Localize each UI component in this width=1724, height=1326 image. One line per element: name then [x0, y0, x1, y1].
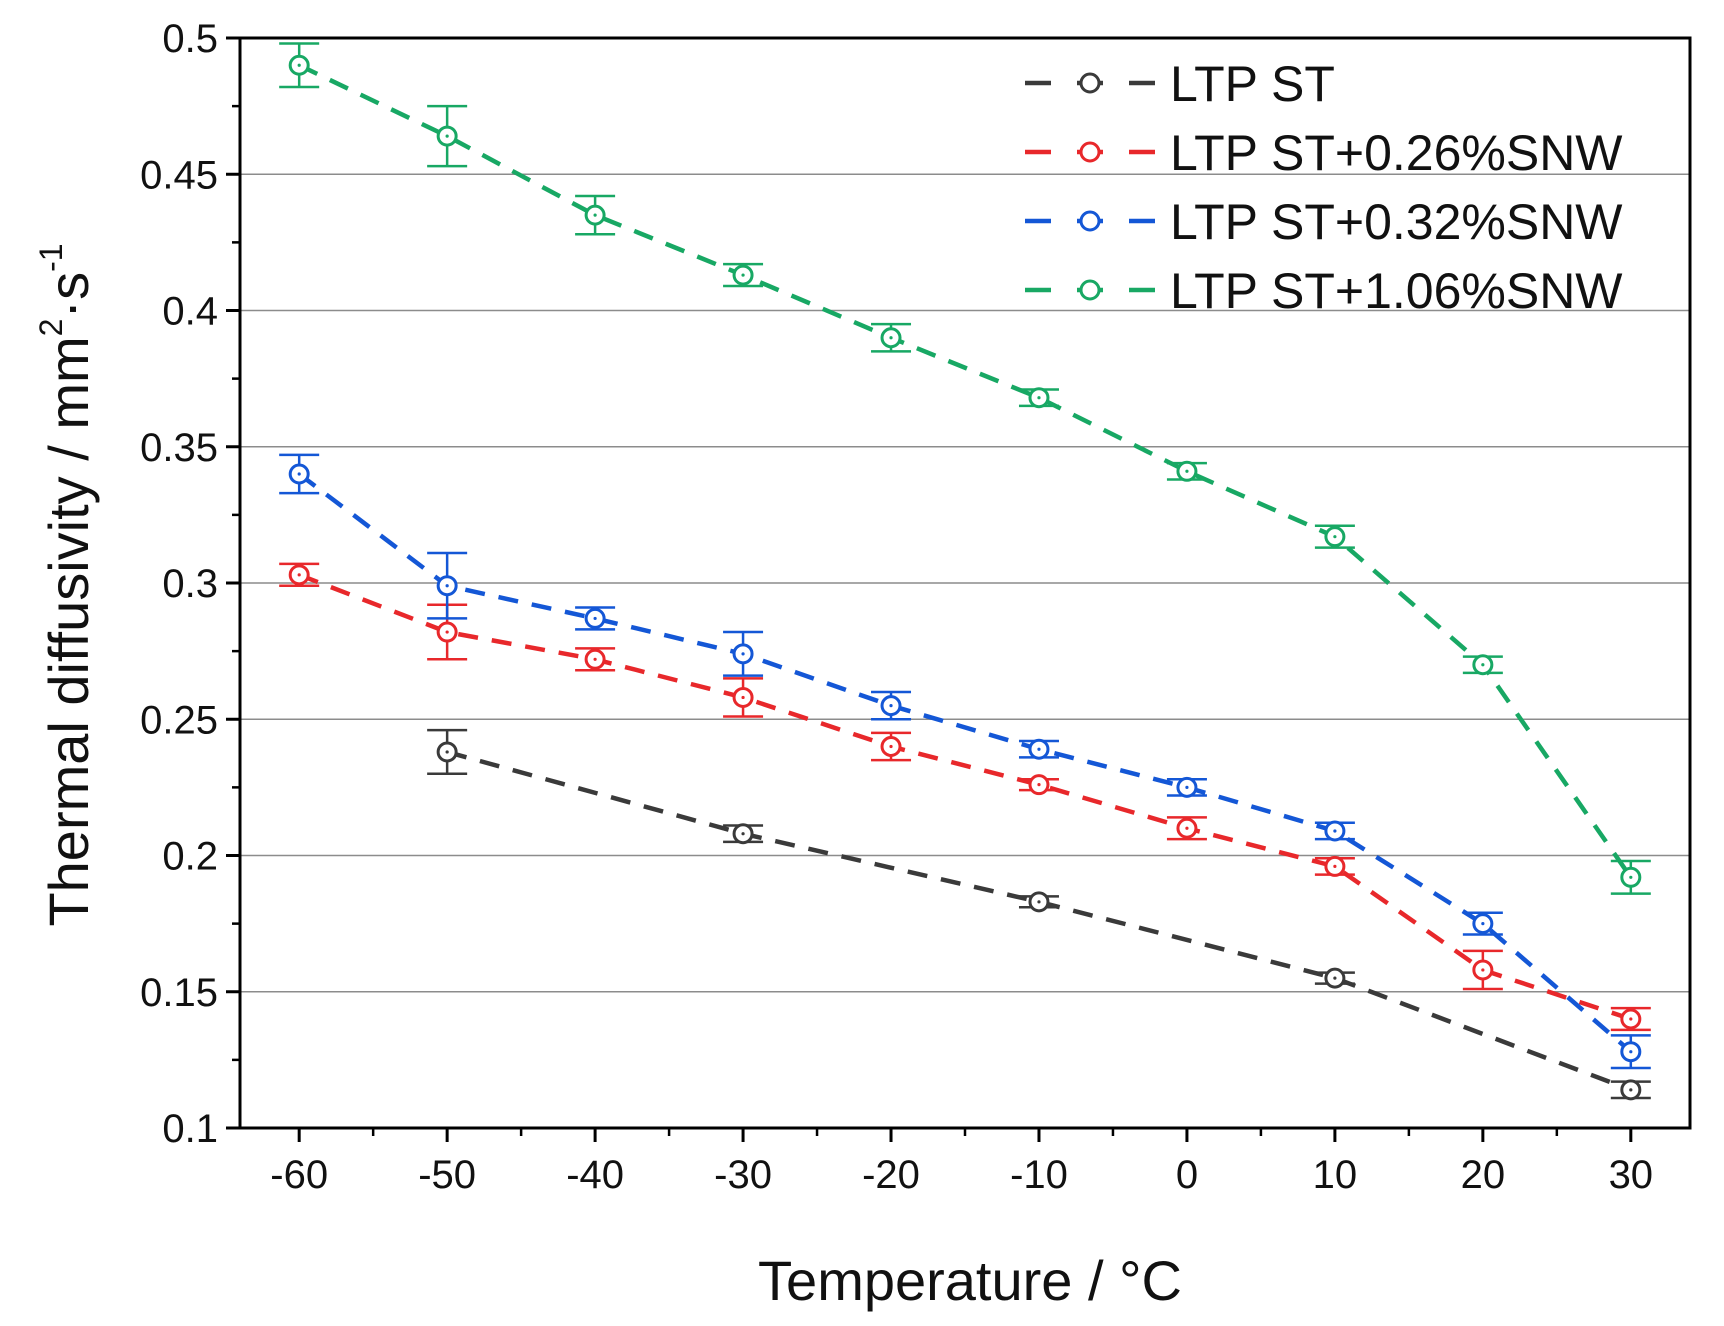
series-2 — [279, 562, 1651, 1032]
data-point-center — [1481, 663, 1485, 667]
legend-label: LTP ST+0.32%SNW — [1170, 194, 1623, 250]
y-tick-label: 0.3 — [162, 562, 218, 606]
y-tick-label: 0.35 — [140, 426, 218, 470]
data-point-center — [445, 584, 449, 588]
data-point-center — [445, 750, 449, 754]
data-point-center — [1185, 826, 1189, 830]
legend-label: LTP ST — [1170, 56, 1335, 112]
data-point-center — [1185, 785, 1189, 789]
data-point-center — [593, 213, 597, 217]
y-tick-label: 0.45 — [140, 153, 218, 197]
series-line — [298, 63, 1633, 879]
data-point-center — [1333, 976, 1337, 980]
y-axis-title-sup2: -1 — [33, 243, 69, 271]
data-point-center — [445, 134, 449, 138]
x-axis-title: Temperature / °C — [758, 1249, 1182, 1312]
data-point-center — [1333, 864, 1337, 869]
y-axis-title: Thermal diffusivity / mm2·s-1 — [33, 243, 100, 926]
x-tick-label: 0 — [1176, 1153, 1198, 1197]
data-point-center — [1333, 535, 1337, 539]
series-line — [446, 749, 1632, 1092]
y-tick-label: 0.2 — [162, 835, 218, 879]
x-tick-label: -10 — [1010, 1153, 1068, 1197]
y-tick-label: 0.25 — [140, 698, 218, 742]
series-line — [298, 572, 1632, 1022]
y-axis-title-sup1: 2 — [33, 319, 69, 337]
data-point-center — [593, 657, 597, 661]
data-point-center — [741, 832, 745, 836]
y-tick-label: 0.4 — [162, 290, 218, 334]
legend: LTP ST LTP ST+0.26%SNW LTP ST+0.32%SNW LTP … — [1025, 56, 1623, 319]
data-point-center — [889, 704, 893, 708]
series-1 — [427, 728, 1651, 1101]
data-point-center — [1629, 1088, 1633, 1092]
y-axis-title-main: Thermal diffusivity / mm — [37, 336, 100, 926]
data-point-center — [297, 573, 301, 577]
x-tick-label: -20 — [862, 1153, 920, 1197]
x-tick-label: 30 — [1609, 1153, 1654, 1197]
series-4 — [279, 42, 1651, 895]
data-point-center — [1037, 900, 1041, 904]
axis-ticks: 0.1 0.15 0.2 0.25 0.3 0.35 0.4 0.45 0.5 -60 -50 -40… — [140, 17, 1653, 1197]
series-line — [297, 472, 1633, 1054]
data-point-center — [741, 695, 745, 700]
data-point-center — [741, 652, 745, 656]
y-tick-label: 0.1 — [162, 1107, 218, 1151]
legend-swatch-marker — [1079, 141, 1101, 163]
y-tick-label: 0.15 — [140, 971, 218, 1015]
series-3 — [279, 453, 1651, 1070]
data-point-center — [1629, 1050, 1633, 1054]
data-point-center — [593, 616, 597, 621]
x-tick-label: 20 — [1461, 1153, 1506, 1197]
data-point-center — [445, 630, 449, 634]
x-tick-label: -50 — [418, 1153, 476, 1197]
x-tick-label: -40 — [566, 1153, 624, 1197]
legend-item: LTP ST+1.06%SNW — [1025, 263, 1623, 319]
data-point-center — [1333, 829, 1337, 833]
legend-item: LTP ST+0.32%SNW — [1025, 194, 1623, 250]
data-point-center — [1629, 1017, 1633, 1021]
legend-label: LTP ST+1.06%SNW — [1170, 263, 1623, 319]
data-point-center — [1037, 747, 1041, 751]
y-tick-label: 0.5 — [162, 17, 218, 61]
legend-swatch-marker — [1079, 279, 1101, 301]
data-point-center — [1185, 469, 1189, 473]
data-point-center — [1481, 922, 1485, 926]
data-point-center — [1481, 968, 1485, 972]
y-axis-title-mid: ·s — [37, 272, 100, 319]
x-tick-label: -30 — [714, 1153, 772, 1197]
data-point-center — [1037, 396, 1041, 400]
x-tick-label: -60 — [270, 1153, 328, 1197]
data-point-center — [1629, 875, 1633, 879]
data-point-center — [1037, 783, 1041, 787]
legend-swatch-marker — [1079, 210, 1101, 232]
data-point-center — [297, 63, 301, 67]
grid-lines — [240, 173, 1690, 993]
legend-item: LTP ST — [1025, 56, 1335, 112]
x-tick-label: 10 — [1313, 1153, 1358, 1197]
data-point-center — [889, 336, 893, 340]
series-layer — [279, 42, 1651, 1101]
legend-swatch-marker — [1079, 72, 1101, 94]
data-point-center — [889, 744, 893, 749]
legend-item: LTP ST+0.26%SNW — [1025, 125, 1623, 181]
data-point-center — [741, 273, 745, 277]
legend-label: LTP ST+0.26%SNW — [1170, 125, 1623, 181]
data-point-center — [297, 472, 301, 476]
